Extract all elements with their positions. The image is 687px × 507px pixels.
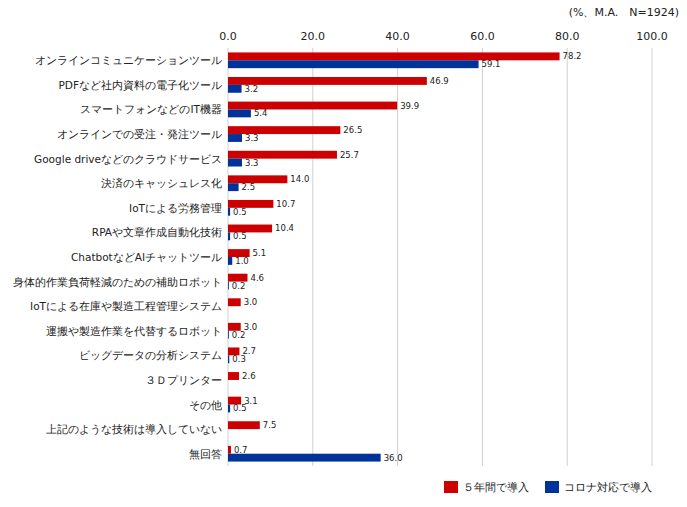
category-label: PDFなど社内資料の電子化ツール: [59, 79, 222, 91]
data-label: 36.0: [384, 453, 403, 463]
data-label: 2.5: [242, 182, 256, 192]
bar: [228, 208, 230, 216]
legend-swatch: [444, 481, 458, 493]
bar: [228, 380, 229, 388]
category-label: ChatbotなどAIチャットツール: [71, 251, 222, 263]
bar: [228, 183, 239, 191]
data-label: 0.7: [234, 445, 248, 455]
data-label: 0.5: [233, 403, 247, 413]
category-label: IoTによる労務管理: [129, 202, 222, 214]
bar: [228, 331, 229, 339]
data-label: 7.5: [263, 420, 277, 430]
data-label: 0.3: [232, 354, 246, 364]
data-label: 3.3: [245, 158, 259, 168]
category-label: 上記のような技術は導入していない: [46, 423, 222, 436]
category-label: RPAや文章作成自動化技術: [92, 226, 222, 238]
title: (%、M.A. N=1924): [569, 6, 679, 19]
category-label: 決済のキャッシュレス化: [101, 177, 222, 189]
data-label: 10.4: [275, 223, 294, 233]
legend-label: ５年間で導入: [463, 481, 529, 494]
bar: [228, 60, 479, 68]
bar: [228, 159, 242, 167]
tick-label: 20.0: [301, 30, 326, 43]
tick-label: 80.0: [555, 30, 580, 43]
data-label: 3.2: [245, 84, 259, 94]
bar: [228, 454, 381, 462]
bar: [228, 109, 251, 117]
tick-label: 60.0: [470, 30, 495, 43]
bar: [228, 405, 230, 413]
bar: [228, 429, 229, 437]
bar: [228, 232, 230, 240]
data-label: 25.7: [340, 150, 359, 160]
data-label: 10.7: [276, 199, 295, 209]
bar: [228, 421, 260, 429]
data-label: 0.5: [233, 207, 247, 217]
grid: [228, 48, 652, 466]
legend-item: コロナ対応で導入: [545, 481, 652, 494]
bar: [228, 298, 241, 306]
data-label: 2.6: [242, 371, 256, 381]
data-label: 3.3: [245, 133, 259, 143]
legend: ５年間で導入 コロナ対応で導入: [444, 481, 652, 494]
grid-line: [567, 48, 568, 466]
data-label: 0.2: [232, 281, 246, 291]
bar: [228, 52, 560, 60]
category-label: Google driveなどのクラウドサービス: [34, 153, 222, 165]
data-label: 1.0: [235, 256, 249, 266]
bar: [228, 85, 242, 93]
category-label: ３Ｄプリンター: [145, 374, 222, 386]
grid-line: [397, 48, 398, 466]
grid-line: [312, 48, 313, 466]
bar: [228, 282, 229, 290]
tick-label: 0.0: [219, 30, 237, 43]
legend-label: コロナ対応で導入: [564, 481, 652, 494]
data-label: 14.0: [290, 174, 309, 184]
bars: [228, 52, 560, 461]
data-label: 3.0: [244, 322, 258, 332]
grid-line: [652, 48, 653, 466]
bar: [228, 355, 229, 363]
bar: [228, 306, 229, 314]
category-label: ビッグデータの分析システム: [79, 349, 222, 361]
data-label: 26.5: [343, 125, 362, 135]
data-label: 3.0: [244, 297, 258, 307]
bar: [228, 175, 287, 183]
category-label: 身体的作業負荷軽減のための補助ロボット: [13, 276, 222, 288]
bar: [228, 372, 239, 380]
data-label: 5.1: [253, 248, 267, 258]
data-label: 39.9: [400, 101, 419, 111]
tick-label: 100.0: [636, 30, 668, 43]
data-label: 0.5: [233, 231, 247, 241]
data-label: 4.6: [251, 273, 265, 283]
category-label: その他: [189, 399, 222, 411]
bar: [228, 446, 231, 454]
data-label: 0.2: [232, 330, 246, 340]
data-label: 78.2: [563, 51, 582, 61]
category-label: オンラインコミュニケーションツール: [35, 54, 222, 66]
data-label: 59.1: [482, 59, 501, 69]
category-label: 無回答: [189, 448, 222, 460]
category-label: オンラインでの受注・発注ツール: [57, 128, 222, 140]
data-label: 5.4: [254, 108, 268, 118]
bar: [228, 134, 242, 142]
category-label: IoTによる在庫や製造工程管理システム: [30, 300, 222, 312]
chart: (%、M.A. N=1924) 0.0 20.0 40.0 60.0 80.0 100.0 7…: [0, 0, 687, 507]
data-labels: 78.2 46.9 39.9 26.5 25.7 14.0 10.7 10.4 5.1 4.6 3.…: [232, 51, 582, 462]
tick-label: 40.0: [385, 30, 410, 43]
category-label: スマートフォンなどのIT機器: [80, 103, 222, 115]
bar: [228, 257, 232, 265]
grid-line: [482, 48, 483, 466]
legend-item: ５年間で導入: [444, 481, 529, 494]
legend-swatch: [545, 481, 559, 493]
category-label: 運搬や製造作業を代替するロボット: [46, 325, 222, 338]
data-label: 46.9: [430, 76, 449, 86]
